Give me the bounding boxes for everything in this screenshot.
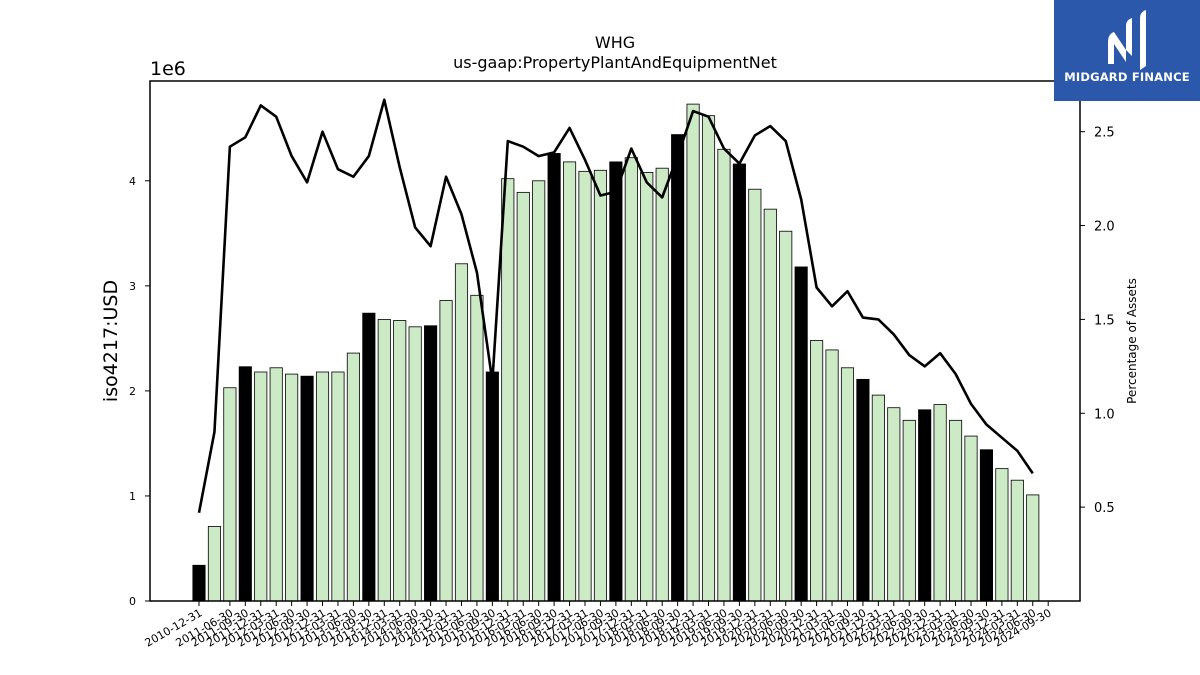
bars-group	[192, 103, 1040, 602]
bar-2021-09-30	[856, 378, 870, 602]
bar-2022-03-31	[887, 407, 901, 602]
bar-2018-09-30	[671, 134, 685, 602]
bar-2011-09-30	[238, 366, 252, 602]
percentage-line	[197, 98, 1034, 514]
brand-name: MIDGARD FINANCE	[1064, 70, 1190, 84]
bar-2016-06-30	[532, 180, 546, 602]
bar-2023-09-30	[979, 449, 993, 602]
bar-2012-06-30	[285, 373, 299, 602]
bar-2017-09-30	[609, 161, 623, 602]
bar-2014-06-30	[408, 326, 422, 602]
y2-axis: 0.5 1.0 1.5 2.0 2.5	[1080, 126, 1115, 516]
bar-2012-03-31	[269, 367, 283, 602]
y-tick-label: 2	[129, 385, 136, 398]
bar-2017-06-30	[593, 169, 607, 602]
bar-2020-09-30	[794, 266, 808, 602]
y2-axis-label: Percentage of Assets	[1125, 278, 1139, 404]
y-tick-label: 3	[129, 280, 136, 293]
x-axis: 2010-12-312011-06-302011-09-302011-12-31…	[143, 601, 1054, 650]
bar-2012-12-31	[315, 371, 330, 602]
y2-tick-label: 1.5	[1094, 313, 1115, 328]
bar-2011-06-30	[223, 387, 237, 602]
bar-2019-06-30	[717, 148, 731, 602]
bar-2024-03-31	[1010, 479, 1024, 602]
bar-2015-03-31	[454, 263, 469, 602]
bar-2013-03-31	[331, 371, 345, 602]
bar-2011-12-31	[254, 371, 268, 602]
y-axis: 0 1 2 3 4	[129, 175, 150, 608]
bar-2020-06-30	[779, 230, 793, 602]
bar-2014-12-31	[439, 300, 453, 602]
bar-2017-12-31	[624, 157, 638, 602]
bar-2017-03-31	[578, 170, 592, 602]
plot-frame	[149, 80, 1081, 602]
bar-2020-12-31	[810, 340, 824, 602]
bar-2016-12-31	[563, 161, 577, 602]
y-tick-label: 1	[129, 490, 136, 503]
bar-2018-06-30	[655, 167, 669, 602]
y-axis-label: iso4217:USD	[100, 280, 122, 402]
bar-2012-09-30	[300, 375, 314, 602]
bar-2023-06-30	[964, 435, 978, 602]
brand-logo: MIDGARD FINANCE	[1054, 0, 1200, 101]
bar-2013-06-30	[346, 352, 360, 602]
bar-2016-03-31	[516, 191, 530, 602]
line-group	[197, 98, 1034, 514]
bar-2022-12-31	[933, 404, 947, 602]
midgard-m-logo-icon	[1108, 10, 1146, 70]
chart-subtitle: us-gaap:PropertyPlantAndEquipmentNet	[453, 53, 777, 72]
bar-2018-03-31	[640, 171, 654, 602]
y-multiplier-label: 1e6	[150, 58, 186, 80]
y2-tick-label: 0.5	[1094, 501, 1115, 516]
bar-2019-09-30	[732, 163, 746, 602]
bar-2013-12-31	[377, 319, 391, 602]
bar-2023-03-31	[949, 419, 963, 602]
bar-2022-06-30	[902, 419, 916, 602]
y-tick-label: 4	[129, 175, 136, 188]
y2-tick-label: 1.0	[1094, 407, 1115, 422]
chart-title: WHG	[595, 33, 635, 52]
bar-2016-09-30	[547, 153, 561, 602]
bar-2024-06-30	[1026, 494, 1040, 602]
bar-2011-03-31	[207, 526, 221, 602]
y2-tick-label: 2.0	[1094, 220, 1115, 235]
bar-2014-03-31	[393, 320, 407, 602]
bar-2021-03-31	[825, 349, 839, 602]
bar-2021-12-31	[871, 394, 885, 602]
bar-2022-09-30	[918, 409, 932, 602]
bar-2014-09-30	[424, 325, 438, 602]
bar-2020-03-31	[763, 208, 777, 602]
y2-tick-label: 2.5	[1094, 126, 1115, 141]
bar-2023-12-31	[995, 468, 1009, 602]
bar-2015-09-30	[485, 371, 499, 602]
bar-2015-06-30	[470, 294, 484, 602]
y-tick-label: 0	[129, 595, 136, 608]
bar-2021-06-30	[840, 367, 855, 602]
bar-2010-12-31	[192, 564, 206, 602]
bar-2019-12-31	[748, 188, 762, 602]
bar-2013-09-30	[362, 312, 376, 602]
bar-2018-12-31	[686, 103, 700, 602]
bar-2015-12-31	[501, 178, 515, 602]
bar-2019-03-31	[701, 115, 716, 602]
